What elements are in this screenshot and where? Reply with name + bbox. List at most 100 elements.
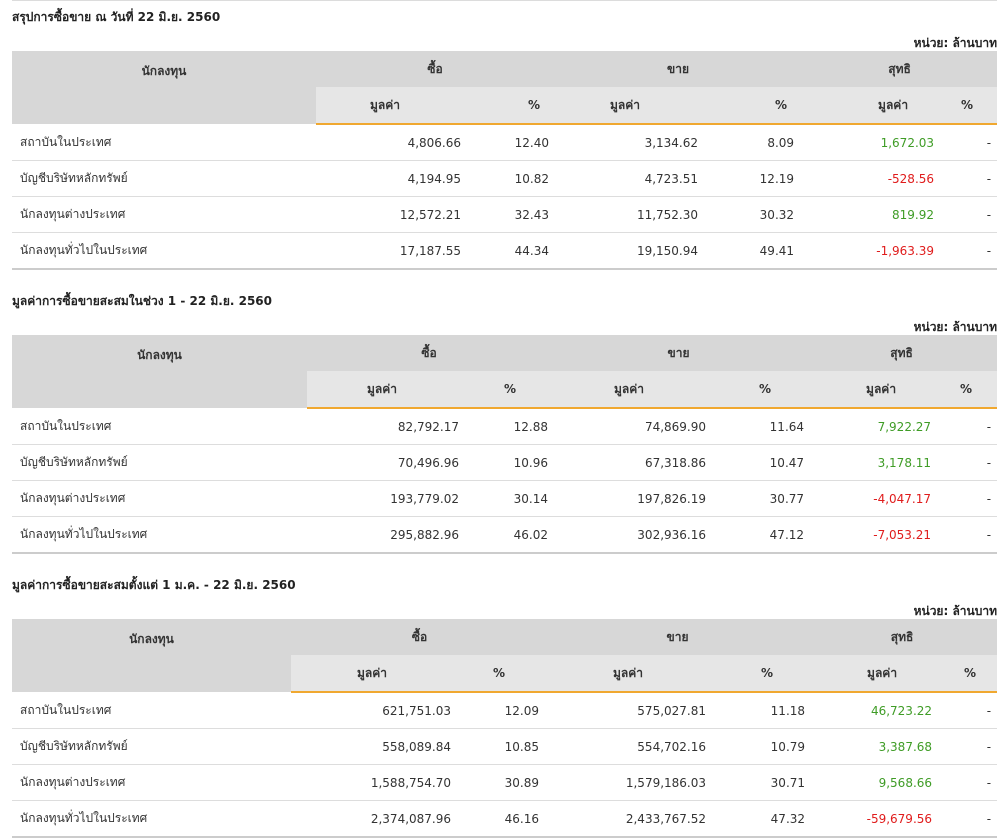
net-percent: - <box>944 124 998 161</box>
investor-name: นักลงทุนทั่วไปในประเทศ <box>12 516 307 554</box>
sell-value: 11,752.30 <box>554 196 704 233</box>
sell-value: 1,579,186.03 <box>548 764 708 801</box>
sell-value: 197,826.19 <box>551 480 708 517</box>
sell-header: ขาย <box>551 335 807 371</box>
unit-label: หน่วย: ล้านบาท <box>913 36 997 50</box>
investor-name: บัญชีบริษัทหลักทรัพย์ <box>12 444 307 481</box>
sell-percent: 10.47 <box>707 444 807 481</box>
net-value: 3,387.68 <box>807 728 946 765</box>
sell-value-header: มูลค่า <box>548 655 708 693</box>
sell-value: 302,936.16 <box>551 516 708 554</box>
net-header: สุทธิ <box>802 51 998 87</box>
buy-value: 17,187.55 <box>316 232 461 270</box>
sell-value: 2,433,767.52 <box>548 800 708 838</box>
investor-name: สถาบันในประเทศ <box>12 124 316 161</box>
table-row: สถาบันในประเทศ 82,792.17 12.88 74,869.90… <box>12 408 998 445</box>
table-row: บัญชีบริษัทหลักทรัพย์ 4,194.95 10.82 4,7… <box>12 160 998 197</box>
buy-percent: 10.85 <box>451 728 549 765</box>
sell-value: 19,150.94 <box>554 232 704 270</box>
net-value: 9,568.66 <box>807 764 946 801</box>
sell-percent: 30.32 <box>703 196 803 233</box>
investor-name: นักลงทุนต่างประเทศ <box>12 764 291 801</box>
buy-percent: 30.89 <box>451 764 549 801</box>
sell-percent: 11.64 <box>707 408 807 445</box>
net-percent-header: % <box>945 655 998 693</box>
investor-name: บัญชีบริษัทหลักทรัพย์ <box>12 728 291 765</box>
buy-value: 193,779.02 <box>307 480 459 517</box>
trading-table: นักลงทุน ซื้อ ขาย สุทธิ มูลค่า % มูลค่า … <box>12 335 998 554</box>
buy-percent: 30.14 <box>459 480 552 517</box>
net-percent: - <box>944 516 998 554</box>
net-value: -4,047.17 <box>806 480 945 517</box>
section-title: มูลค่าการซื้อขายสะสมในช่วง 1 - 22 มิ.ย. … <box>12 294 272 308</box>
net-value: 3,178.11 <box>806 444 945 481</box>
investor-name: สถาบันในประเทศ <box>12 692 291 729</box>
investor-name: นักลงทุนต่างประเทศ <box>12 480 307 517</box>
buy-value-header: มูลค่า <box>316 87 461 125</box>
divider <box>12 0 997 1</box>
net-percent: - <box>944 480 998 517</box>
investor-name: นักลงทุนทั่วไปในประเทศ <box>12 800 291 838</box>
buy-value: 12,572.21 <box>316 196 461 233</box>
net-percent: - <box>944 232 998 270</box>
buy-value: 82,792.17 <box>307 408 459 445</box>
buy-value-header: มูลค่า <box>291 655 451 693</box>
net-value: -59,679.56 <box>807 800 946 838</box>
sell-percent: 49.41 <box>703 232 803 270</box>
buy-value: 70,496.96 <box>307 444 459 481</box>
sell-percent-header: % <box>703 87 803 125</box>
net-value: 1,672.03 <box>802 124 945 161</box>
sell-value-header: มูลค่า <box>551 371 708 409</box>
sell-percent: 10.79 <box>707 728 808 765</box>
buy-value: 621,751.03 <box>291 692 451 729</box>
section-title: มูลค่าการซื้อขายสะสมตั้งแต่ 1 ม.ค. - 22 … <box>12 578 296 592</box>
buy-value: 295,882.96 <box>307 516 459 554</box>
sell-percent-header: % <box>707 371 807 409</box>
buy-percent: 12.40 <box>461 124 555 161</box>
net-percent: - <box>944 196 998 233</box>
net-value: 46,723.22 <box>807 692 946 729</box>
net-value-header: มูลค่า <box>802 87 945 125</box>
buy-percent: 44.34 <box>461 232 555 270</box>
table-row: นักลงทุนทั่วไปในประเทศ 295,882.96 46.02 … <box>12 516 998 554</box>
table-row: นักลงทุนต่างประเทศ 12,572.21 32.43 11,75… <box>12 196 998 233</box>
net-value: -528.56 <box>802 160 945 197</box>
net-value-header: มูลค่า <box>807 655 946 693</box>
unit-label: หน่วย: ล้านบาท <box>913 604 997 618</box>
buy-percent: 46.16 <box>451 800 549 838</box>
sell-value: 3,134.62 <box>554 124 704 161</box>
net-header: สุทธิ <box>806 335 998 371</box>
buy-percent: 12.09 <box>451 692 549 729</box>
buy-value: 1,588,754.70 <box>291 764 451 801</box>
sell-percent: 8.09 <box>703 124 803 161</box>
sell-value: 554,702.16 <box>548 728 708 765</box>
sell-percent: 47.32 <box>707 800 808 838</box>
net-percent: - <box>944 444 998 481</box>
sell-value: 4,723.51 <box>554 160 704 197</box>
net-value-header: มูลค่า <box>806 371 945 409</box>
investor-header: นักลงทุน <box>12 619 291 692</box>
buy-percent-header: % <box>451 655 549 693</box>
trading-table: นักลงทุน ซื้อ ขาย สุทธิ มูลค่า % มูลค่า … <box>12 619 998 838</box>
buy-header: ซื้อ <box>307 335 552 371</box>
buy-percent: 10.96 <box>459 444 552 481</box>
net-percent: - <box>944 160 998 197</box>
table-row: บัญชีบริษัทหลักทรัพย์ 558,089.84 10.85 5… <box>12 728 998 765</box>
buy-header: ซื้อ <box>316 51 555 87</box>
buy-value: 558,089.84 <box>291 728 451 765</box>
buy-percent: 12.88 <box>459 408 552 445</box>
buy-percent: 32.43 <box>461 196 555 233</box>
net-percent: - <box>945 692 998 729</box>
net-value: -1,963.39 <box>802 232 945 270</box>
investor-header: นักลงทุน <box>12 51 316 124</box>
net-percent: - <box>945 764 998 801</box>
table-row: นักลงทุนทั่วไปในประเทศ 17,187.55 44.34 1… <box>12 232 998 270</box>
net-percent: - <box>945 728 998 765</box>
table-row: สถาบันในประเทศ 621,751.03 12.09 575,027.… <box>12 692 998 729</box>
buy-percent-header: % <box>459 371 552 409</box>
buy-value-header: มูลค่า <box>307 371 459 409</box>
net-header: สุทธิ <box>807 619 998 655</box>
buy-percent-header: % <box>461 87 555 125</box>
sell-value: 74,869.90 <box>551 408 708 445</box>
investor-header: นักลงทุน <box>12 335 307 408</box>
